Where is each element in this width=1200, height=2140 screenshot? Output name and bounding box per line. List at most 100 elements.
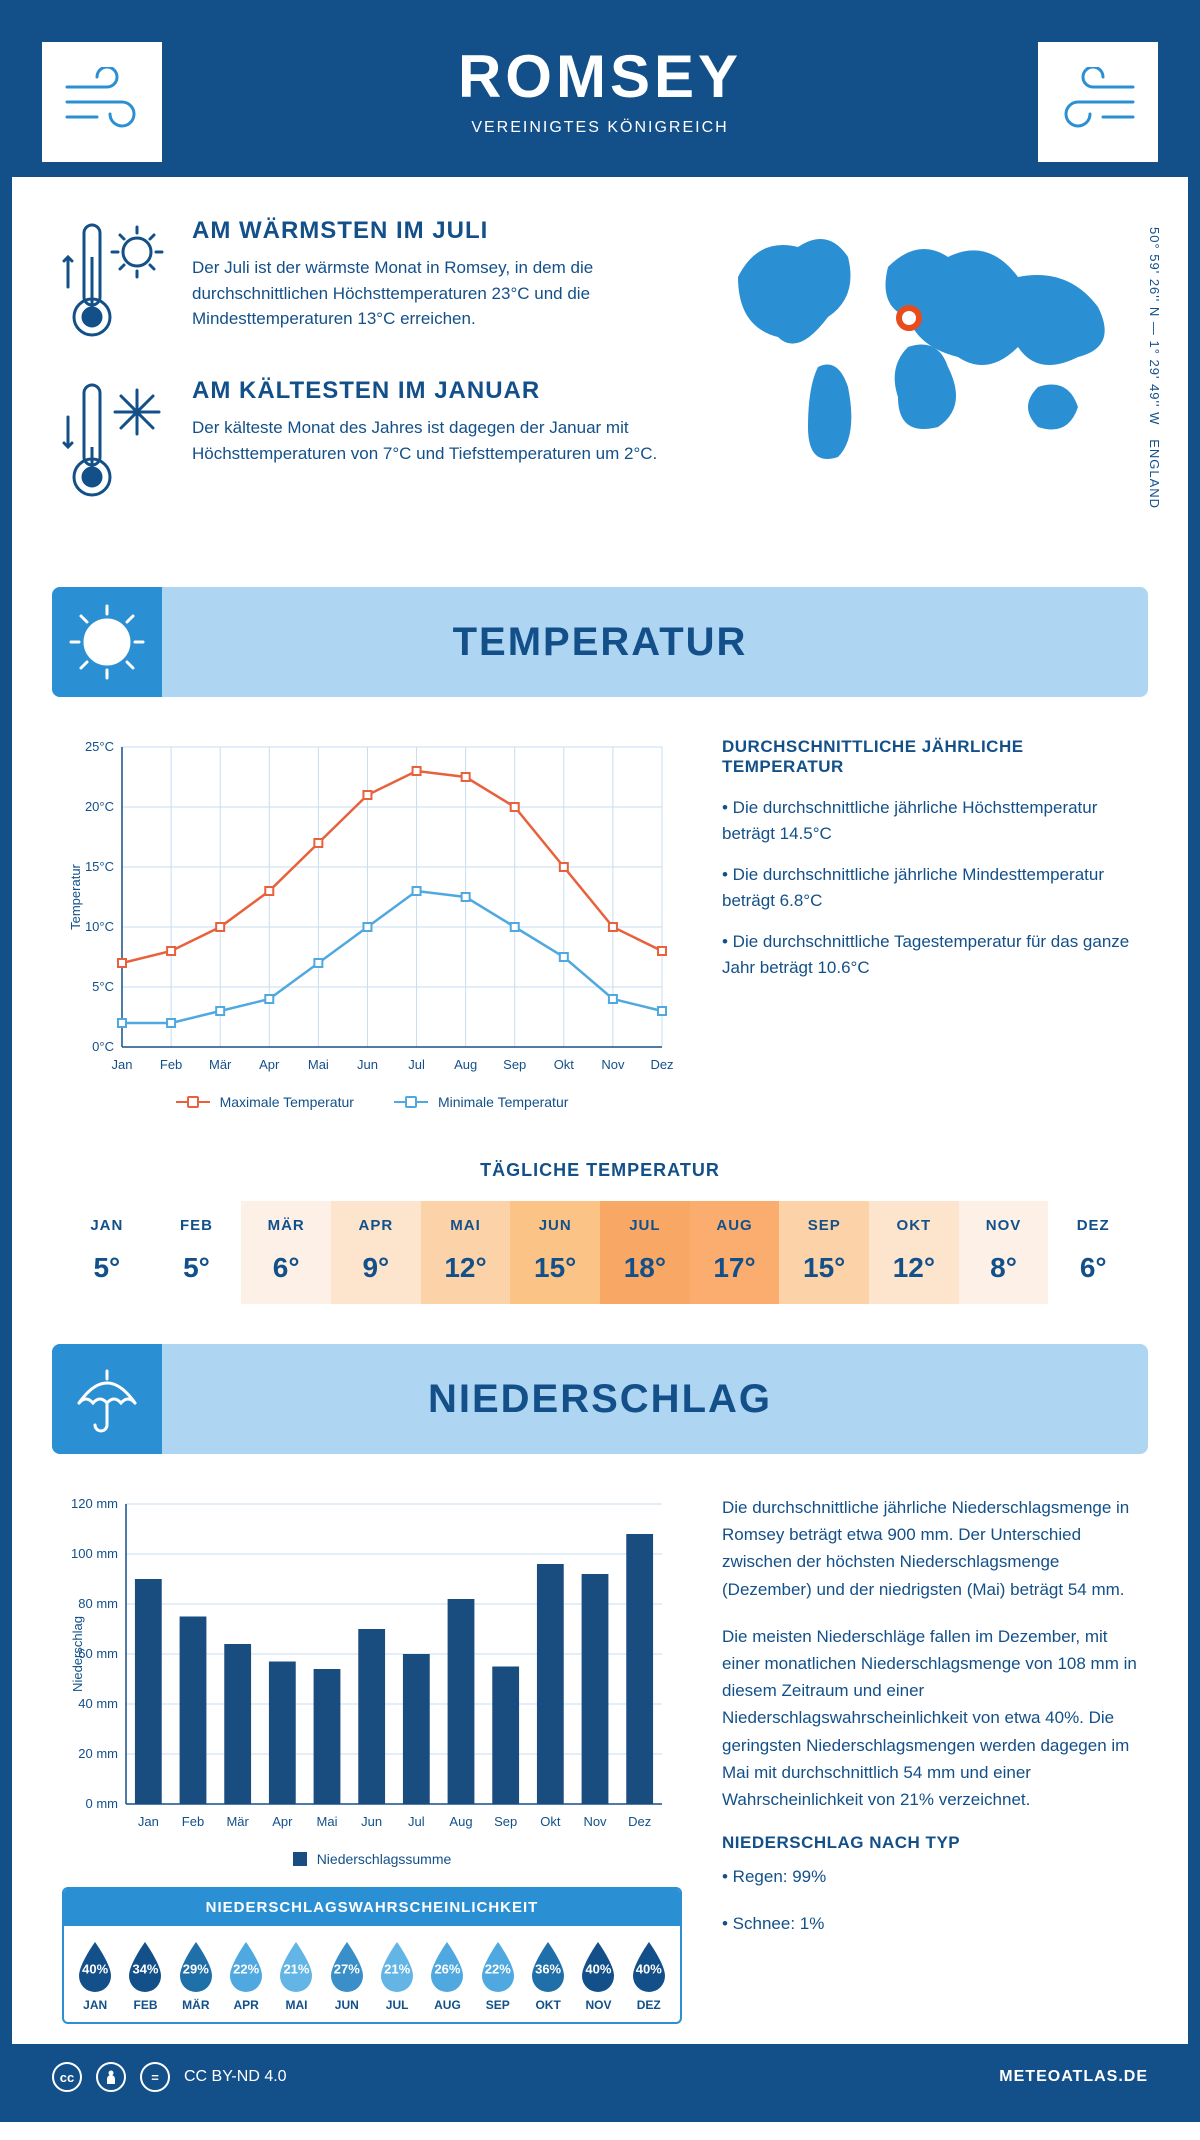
svg-text:Mär: Mär [209, 1057, 232, 1072]
wind-icon [1038, 42, 1158, 162]
raindrop-icon: 27% [326, 1940, 368, 1992]
probability-box: NIEDERSCHLAGSWAHRSCHEINLICHKEIT 40% JAN … [62, 1887, 682, 2024]
svg-text:Jun: Jun [361, 1814, 382, 1829]
precip-legend: Niederschlagssumme [62, 1851, 682, 1867]
precip-t2: • Schnee: 1% [722, 1910, 1138, 1937]
raindrop-icon: 22% [477, 1940, 519, 1992]
probability-cell: 29% MÄR [173, 1940, 219, 2012]
raindrop-icon: 21% [376, 1940, 418, 1992]
raindrop-icon: 40% [577, 1940, 619, 1992]
intro-left: AM WÄRMSTEN IM JULI Der Juli ist der wär… [62, 217, 658, 537]
svg-text:Nov: Nov [601, 1057, 625, 1072]
precipitation-body: 0 mm20 mm40 mm60 mm80 mm100 mm120 mmNied… [12, 1454, 1188, 2044]
precip-p1: Die durchschnittliche jährliche Niedersc… [722, 1494, 1138, 1603]
world-map [698, 217, 1138, 477]
nd-icon: = [140, 2062, 170, 2092]
probability-cell: 40% DEZ [626, 1940, 672, 2012]
coldest-title: AM KÄLTESTEN IM JANUAR [192, 377, 658, 405]
footer-left: cc = CC BY-ND 4.0 [52, 2062, 287, 2092]
svg-text:Mai: Mai [308, 1057, 329, 1072]
intro-section: AM WÄRMSTEN IM JULI Der Juli ist der wär… [12, 177, 1188, 567]
raindrop-icon: 34% [124, 1940, 166, 1992]
svg-text:Feb: Feb [160, 1057, 182, 1072]
precip-t1: • Regen: 99% [722, 1863, 1138, 1890]
svg-text:Apr: Apr [259, 1057, 280, 1072]
legend-precip: Niederschlagssumme [293, 1851, 452, 1867]
probability-cell: 27% JUN [324, 1940, 370, 2012]
temperature-banner: TEMPERATUR [52, 587, 1148, 697]
daily-cell: MÄR6° [241, 1201, 331, 1304]
temp-info-title: DURCHSCHNITTLICHE JÄHRLICHE TEMPERATUR [722, 737, 1138, 777]
svg-text:20°C: 20°C [85, 799, 114, 814]
svg-text:Niederschlag: Niederschlag [70, 1616, 85, 1692]
daily-cell: JAN5° [62, 1201, 152, 1304]
svg-text:Okt: Okt [540, 1814, 561, 1829]
svg-text:Okt: Okt [554, 1057, 575, 1072]
thermometer-snow-icon [62, 377, 172, 507]
svg-text:Jan: Jan [112, 1057, 133, 1072]
legend-precip-label: Niederschlagssumme [317, 1851, 452, 1867]
wind-icon [42, 42, 162, 162]
page-subtitle: VEREINIGTES KÖNIGREICH [32, 119, 1168, 137]
daily-cell: JUN15° [510, 1201, 600, 1304]
coldest-block: AM KÄLTESTEN IM JANUAR Der kälteste Mona… [62, 377, 658, 507]
svg-text:0 mm: 0 mm [86, 1796, 119, 1811]
temp-info-b2: • Die durchschnittliche jährliche Mindes… [722, 862, 1138, 913]
daily-cell: AUG17° [690, 1201, 780, 1304]
daily-cell: SEP15° [779, 1201, 869, 1304]
by-icon [96, 2062, 126, 2092]
svg-text:Dez: Dez [628, 1814, 651, 1829]
sun-icon [52, 587, 162, 697]
svg-text:0°C: 0°C [92, 1039, 114, 1054]
legend-min: Minimale Temperatur [394, 1094, 568, 1110]
daily-cell: APR9° [331, 1201, 421, 1304]
svg-text:20 mm: 20 mm [78, 1746, 118, 1761]
probability-cell: 26% AUG [424, 1940, 470, 2012]
svg-text:Jul: Jul [408, 1814, 425, 1829]
probability-cell: 34% FEB [122, 1940, 168, 2012]
header: ROMSEY VEREINIGTES KÖNIGREICH [12, 12, 1188, 177]
coord-value: 50° 59' 26'' N — 1° 29' 49'' W [1147, 227, 1162, 425]
svg-text:15°C: 15°C [85, 859, 114, 874]
temperature-info: DURCHSCHNITTLICHE JÄHRLICHE TEMPERATUR •… [722, 737, 1138, 1110]
svg-text:10°C: 10°C [85, 919, 114, 934]
svg-text:Mär: Mär [226, 1814, 249, 1829]
svg-text:120 mm: 120 mm [71, 1496, 118, 1511]
probability-cell: 40% NOV [575, 1940, 621, 2012]
raindrop-icon: 26% [426, 1940, 468, 1992]
probability-cell: 21% JUL [374, 1940, 420, 2012]
svg-text:Jan: Jan [138, 1814, 159, 1829]
precipitation-info: Die durchschnittliche jährliche Niedersc… [722, 1494, 1138, 2024]
temperature-body: 0°C5°C10°C15°C20°C25°CJanFebMärAprMaiJun… [12, 697, 1188, 1130]
coord-region: ENGLAND [1147, 439, 1162, 509]
svg-text:Feb: Feb [182, 1814, 204, 1829]
probability-cell: 21% MAI [273, 1940, 319, 2012]
probability-cell: 22% SEP [475, 1940, 521, 2012]
coldest-desc: Der kälteste Monat des Jahres ist dagege… [192, 415, 658, 466]
precipitation-left: 0 mm20 mm40 mm60 mm80 mm100 mm120 mmNied… [62, 1494, 682, 2024]
svg-text:Apr: Apr [272, 1814, 293, 1829]
svg-text:Mai: Mai [317, 1814, 338, 1829]
legend-min-label: Minimale Temperatur [438, 1094, 568, 1110]
raindrop-icon: 21% [275, 1940, 317, 1992]
temp-info-b1: • Die durchschnittliche jährliche Höchst… [722, 795, 1138, 846]
warmest-desc: Der Juli ist der wärmste Monat in Romsey… [192, 255, 658, 332]
umbrella-icon [52, 1344, 162, 1454]
daily-cell: JUL18° [600, 1201, 690, 1304]
legend-max: Maximale Temperatur [176, 1094, 354, 1110]
svg-text:Temperatur: Temperatur [68, 863, 83, 929]
warmest-text: AM WÄRMSTEN IM JULI Der Juli ist der wär… [192, 217, 658, 347]
svg-text:5°C: 5°C [92, 979, 114, 994]
coldest-text: AM KÄLTESTEN IM JANUAR Der kälteste Mona… [192, 377, 658, 507]
footer: cc = CC BY-ND 4.0 METEOATLAS.DE [12, 2044, 1188, 2110]
raindrop-icon: 40% [74, 1940, 116, 1992]
temp-legend: Maximale Temperatur Minimale Temperatur [62, 1094, 682, 1110]
cc-icon: cc [52, 2062, 82, 2092]
precip-p2: Die meisten Niederschläge fallen im Deze… [722, 1623, 1138, 1813]
svg-text:Sep: Sep [494, 1814, 517, 1829]
warmest-block: AM WÄRMSTEN IM JULI Der Juli ist der wär… [62, 217, 658, 347]
coordinates: 50° 59' 26'' N — 1° 29' 49'' W ENGLAND [1147, 227, 1162, 509]
svg-text:Jun: Jun [357, 1057, 378, 1072]
svg-text:Aug: Aug [449, 1814, 472, 1829]
daily-temp-table: JAN5°FEB5°MÄR6°APR9°MAI12°JUN15°JUL18°AU… [62, 1201, 1138, 1304]
